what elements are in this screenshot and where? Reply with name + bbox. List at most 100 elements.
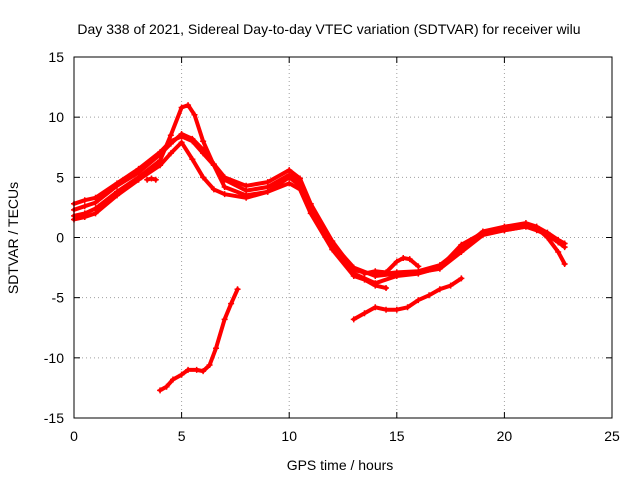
data-point: [501, 227, 508, 234]
data-point: [400, 254, 407, 261]
data-point: [361, 270, 368, 277]
data-point: [114, 192, 121, 199]
data-point: [372, 304, 379, 311]
data-point: [522, 223, 529, 230]
y-tick-label: -5: [52, 290, 65, 306]
data-point: [167, 132, 174, 139]
data-point: [81, 197, 88, 204]
data-point: [479, 229, 486, 236]
data-point: [458, 241, 465, 248]
data-point: [167, 150, 174, 157]
data-point: [561, 260, 568, 267]
data-point: [206, 362, 213, 369]
data-point: [406, 256, 413, 263]
y-tick-label: 5: [56, 169, 64, 185]
data-point: [436, 286, 443, 293]
data-point: [221, 316, 228, 323]
data-point: [114, 182, 121, 189]
series-layer: [71, 102, 568, 394]
data-point: [144, 176, 151, 183]
data-point: [210, 186, 217, 193]
x-tick-label: 20: [497, 428, 513, 444]
data-point: [148, 175, 155, 182]
y-tick-label: 0: [56, 230, 64, 246]
data-point: [350, 273, 357, 280]
data-point: [286, 180, 293, 187]
data-point: [169, 376, 176, 383]
data-point: [210, 162, 217, 169]
chart-title: Day 338 of 2021, Sidereal Day-to-day VTE…: [77, 21, 580, 37]
data-point: [286, 167, 293, 174]
data-point: [264, 188, 271, 195]
data-point: [307, 210, 314, 217]
data-point: [561, 240, 568, 247]
series-line-track-b: [72, 132, 567, 277]
data-point: [228, 300, 235, 307]
data-point: [383, 306, 390, 313]
y-tick-label: 10: [48, 109, 64, 125]
data-point: [81, 214, 88, 221]
data-point: [415, 270, 422, 277]
data-point: [458, 275, 465, 282]
series-line-track-g: [158, 287, 240, 393]
data-point: [135, 176, 142, 183]
data-point: [426, 292, 433, 299]
data-point: [447, 282, 454, 289]
data-point: [189, 156, 196, 163]
data-point: [152, 176, 159, 183]
data-point: [393, 273, 400, 280]
data-point: [185, 366, 192, 373]
series-line-track-c: [72, 103, 567, 286]
data-point: [383, 285, 390, 292]
data-point: [200, 368, 207, 375]
series-line-track-d: [72, 140, 388, 290]
data-point: [221, 174, 228, 181]
x-tick-label: 10: [281, 428, 297, 444]
data-point: [92, 210, 99, 217]
x-axis-label: GPS time / hours: [287, 457, 394, 473]
data-point: [383, 269, 390, 276]
data-point: [178, 371, 185, 378]
data-point: [157, 387, 164, 394]
data-point: [415, 297, 422, 304]
data-point: [544, 234, 551, 241]
data-point: [243, 194, 250, 201]
data-point: [178, 131, 185, 138]
data-point: [361, 276, 368, 283]
data-point: [200, 138, 207, 145]
data-point: [329, 246, 336, 253]
data-point: [555, 248, 562, 255]
data-point: [92, 199, 99, 206]
x-tick-label: 15: [389, 428, 405, 444]
data-point: [372, 268, 379, 275]
x-tick-label: 0: [70, 428, 78, 444]
data-point: [189, 135, 196, 142]
data-point: [393, 258, 400, 265]
data-point: [193, 366, 200, 373]
data-point: [185, 102, 192, 109]
x-tick-label: 5: [178, 428, 186, 444]
axis-ticks: 0 5 10 15 20 25 -15 -10 -5 0 5 10 15: [44, 49, 620, 444]
data-point: [350, 316, 357, 323]
data-point: [213, 345, 220, 352]
data-point: [296, 186, 303, 193]
x-tick-label: 25: [604, 428, 620, 444]
y-tick-label: -15: [44, 410, 64, 426]
data-point: [157, 162, 164, 169]
data-point: [555, 236, 562, 243]
data-point: [163, 383, 170, 390]
y-tick-label: 15: [48, 49, 64, 65]
data-point: [178, 139, 185, 146]
data-point: [191, 111, 198, 118]
data-point: [404, 304, 411, 311]
data-point: [372, 282, 379, 289]
y-axis-label: SDTVAR / TECUs: [5, 182, 21, 294]
data-point: [436, 264, 443, 271]
data-point: [200, 174, 207, 181]
data-point: [243, 182, 250, 189]
data-point: [264, 179, 271, 186]
y-tick-label: -10: [44, 350, 64, 366]
data-point: [81, 203, 88, 210]
data-point: [178, 104, 185, 111]
